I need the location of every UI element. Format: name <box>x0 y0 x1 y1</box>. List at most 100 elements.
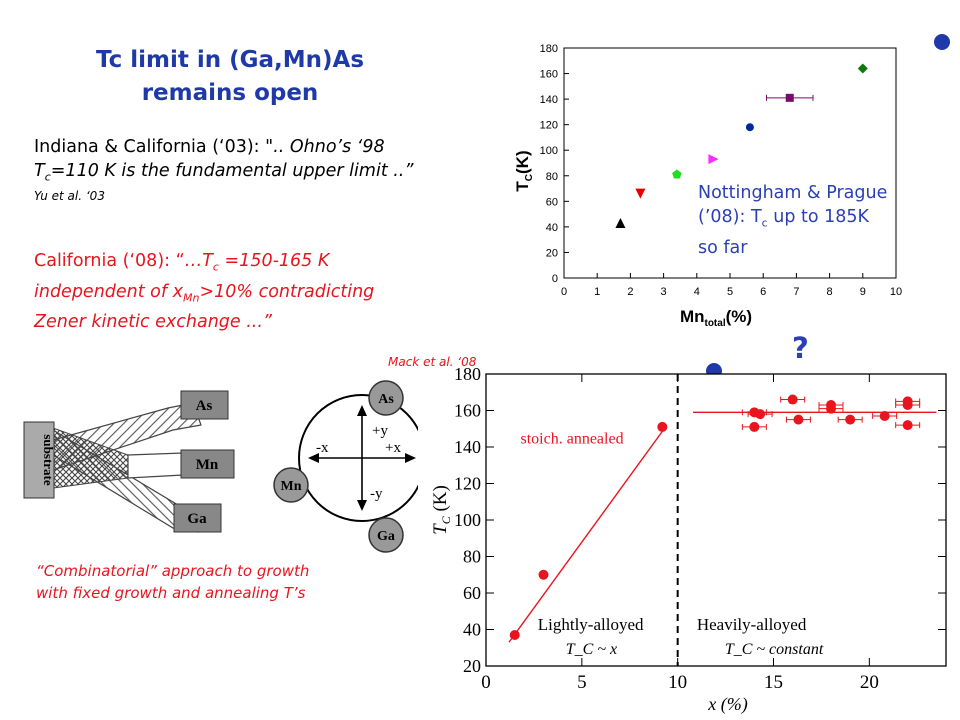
plus-x-label: +x <box>385 440 401 456</box>
quote2-it-a-sub: c <box>212 260 219 274</box>
substrate-label: substrate <box>41 434 56 486</box>
chart2-y-axis-label: TC (K) <box>430 485 453 535</box>
chart1-x-tick-label: 0 <box>561 286 567 298</box>
arrow-down-head <box>357 500 367 511</box>
nott-line2-b: up to 185K <box>767 207 870 227</box>
quote2-line2-a: independent of x <box>34 281 183 302</box>
as-label-box <box>180 390 229 420</box>
nottingham-prague-note: Nottingham & Prague (’08): Tc up to 185K… <box>698 181 928 260</box>
quote2-prefix: California (‘08): “ <box>34 251 185 271</box>
chart2-region-label-2: Heavily-alloyed <box>697 615 807 634</box>
ga-source-label: Ga <box>377 529 395 544</box>
chart1-y-tick-label: 160 <box>540 69 558 81</box>
chart1-x-tick-label: 9 <box>860 286 866 298</box>
chart2-y-tick-label: 40 <box>463 620 481 640</box>
chart1-point-6 <box>785 93 794 102</box>
chart2-x-tick-label: 10 <box>668 672 687 693</box>
chart2-y-tick-label: 20 <box>463 656 481 676</box>
chart1-y-tick-label: 100 <box>540 145 558 157</box>
mack-reference: Mack et al. ‘08 <box>388 355 477 369</box>
chart1-x-axis-label: Mntotal(%) <box>680 307 752 328</box>
as-source-label: As <box>378 392 394 407</box>
quote2-line2-sub: Mn <box>182 291 200 304</box>
chart1-x-tick-label: 7 <box>793 286 799 298</box>
chart2-point-7 <box>787 394 798 405</box>
chart2-y-tick-label: 180 <box>454 364 481 384</box>
chart1-x-tick-label: 3 <box>661 286 667 298</box>
chart2-legend-label: stoich. annealed <box>521 430 624 447</box>
chart2-x-tick-label: 15 <box>764 672 783 693</box>
chart2-point-10 <box>826 403 836 414</box>
quote2-line2-b: >10% contradicting <box>199 281 375 302</box>
title-line-1: Tc limit in (Ga,Mn)As <box>95 47 365 73</box>
chart1-point-2 <box>635 188 646 199</box>
arrow-right-head <box>405 453 416 463</box>
quote1-reference: Yu et al. ‘03 <box>34 188 105 203</box>
chart2-y-tick-label: 80 <box>463 547 481 567</box>
chart1-y-tick-label: 120 <box>540 120 558 132</box>
chart1-x-tick-label: 2 <box>627 286 633 298</box>
chart2-x-axis-label: x (%) <box>707 694 747 715</box>
mn-arm <box>127 452 184 479</box>
chart2-point-15 <box>902 420 913 431</box>
chart2-point-12 <box>879 410 890 421</box>
chart2-region-label-1: Lightly-alloyed <box>538 615 644 634</box>
chart2-y-tick-label: 120 <box>454 474 481 494</box>
chart1-x-tick-label: 6 <box>760 286 766 298</box>
chart2-region-formula-1: T_C ~ x <box>566 641 617 658</box>
chart-tc-vs-x: 0 5 10 15 20 20 40 60 80 100 120 140 160 180 x (%) TC (… <box>430 364 947 715</box>
as-arm-label: As <box>196 398 213 414</box>
chart1-y-tick-label: 140 <box>540 94 558 106</box>
plus-y-label: +y <box>372 423 388 439</box>
chart2-x-tick-label: 0 <box>481 672 491 693</box>
quote2-it-b: =150-165 K <box>218 251 330 271</box>
chart1-x-tick-label: 8 <box>827 286 833 298</box>
chart2-point-8 <box>793 414 804 425</box>
quote2-line3: Zener kinetic exchange ...” <box>34 312 272 332</box>
combinatorial-growth-diagram: As Mn Ga substrate +y -y -x +x As Mn Ga <box>23 380 418 553</box>
nott-line2-a: (’08): T <box>698 207 762 227</box>
chart2-point-2 <box>538 569 549 580</box>
chart2-y-tick-label: 140 <box>454 437 481 457</box>
chart1-y-tick-label: 40 <box>546 222 558 234</box>
minus-y-label: -y <box>370 486 383 502</box>
chart2-plot: 0 5 10 15 20 20 40 60 80 100 120 140 160 180 x (%) TC (… <box>430 364 947 715</box>
california-quote: California (‘08): “…Tc =150-165 K indepe… <box>34 249 474 334</box>
chart2-y-tick-label: 100 <box>454 510 481 530</box>
chart1-x-tick-label: 5 <box>727 286 733 298</box>
indiana-california-quote: Indiana & California (‘03): ".. Ohno’s ‘… <box>34 135 504 203</box>
chart1-plot: 0 1 2 3 4 5 6 7 8 9 10020406080100120140160180Mnto… <box>513 43 902 328</box>
chart1-point-1 <box>615 218 626 229</box>
chart1-x-tick-label: 1 <box>594 286 600 298</box>
chart1-y-tick-label: 80 <box>546 171 558 183</box>
chart1-y-tick-label: 20 <box>546 247 558 259</box>
chart1-y-axis-label: TC(K) <box>513 150 535 191</box>
chart1-x-tick-label: 10 <box>890 286 902 298</box>
chart2-x-tick-label: 20 <box>860 672 879 693</box>
chart1-y-tick-label: 0 <box>552 273 558 285</box>
chart1-point-3 <box>672 169 682 179</box>
nott-line3: so far <box>698 237 748 258</box>
chart1-y-tick-label: 180 <box>540 43 558 55</box>
quote2-it-a: …T <box>184 251 213 271</box>
combi-line1: “Combinatorial” approach to growth <box>36 562 310 580</box>
chart-tc-vs-mn-total: 0 1 2 3 4 5 6 7 8 9 10020406080100120140160180Mnto… <box>513 43 902 328</box>
ga-arm-label: Ga <box>187 511 207 527</box>
nott-line2-sub: c <box>761 216 768 230</box>
mn-source-label: Mn <box>281 479 302 494</box>
combi-line2: with fixed growth and annealing T’s <box>36 584 306 602</box>
quote1-tc: T <box>34 161 45 181</box>
quote1-italic-a: .. Ohno’s ‘98 <box>273 137 385 157</box>
chart2-x-tick-label: 5 <box>577 672 587 693</box>
chart2-y-tick-label: 60 <box>463 583 481 603</box>
mn-source-circle <box>273 467 309 503</box>
chart2-y-tick-label: 160 <box>454 401 481 421</box>
minus-x-label: -x <box>316 440 329 456</box>
arrow-up-head <box>357 405 367 416</box>
chart1-point-4 <box>708 154 719 165</box>
chart1-point-7 <box>857 63 868 74</box>
chart2-region-formula-2: T_C ~ constant <box>725 641 824 658</box>
quote1-italic-b: =110 K is the fundamental upper limit ..… <box>50 161 414 181</box>
nott-line1: Nottingham & Prague <box>698 183 888 203</box>
chart2-point-5 <box>755 409 766 420</box>
